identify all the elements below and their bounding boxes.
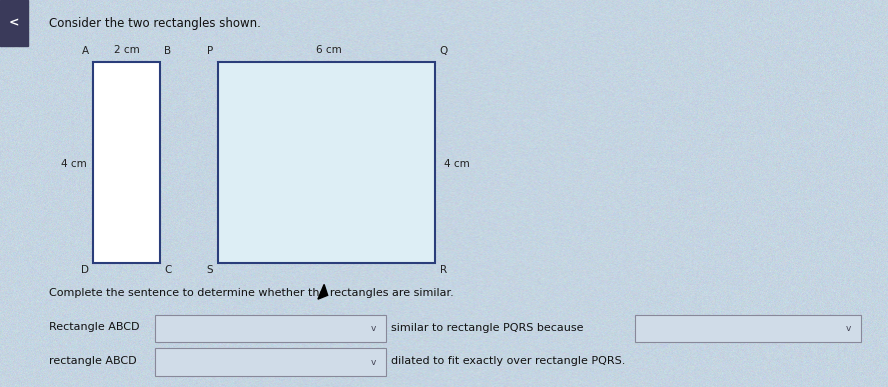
- Text: S: S: [207, 265, 213, 275]
- Text: dilated to fit exactly over rectangle PQRS.: dilated to fit exactly over rectangle PQ…: [391, 356, 625, 366]
- Text: Q: Q: [440, 46, 448, 56]
- Bar: [93, 62, 160, 263]
- Text: A: A: [82, 46, 89, 56]
- Text: v: v: [370, 324, 376, 333]
- Bar: [218, 62, 435, 263]
- Text: R: R: [440, 265, 447, 275]
- Polygon shape: [318, 284, 328, 299]
- Bar: [155, 315, 386, 342]
- Text: 2 cm: 2 cm: [115, 45, 139, 55]
- Text: B: B: [164, 46, 171, 56]
- Text: P: P: [207, 46, 213, 56]
- Text: Consider the two rectangles shown.: Consider the two rectangles shown.: [49, 17, 261, 31]
- Bar: [635, 315, 861, 342]
- Text: <: <: [9, 17, 20, 30]
- FancyBboxPatch shape: [0, 0, 28, 46]
- Text: C: C: [164, 265, 171, 275]
- Text: 4 cm: 4 cm: [61, 159, 87, 170]
- Text: Rectangle ABCD: Rectangle ABCD: [49, 322, 139, 332]
- Text: rectangle ABCD: rectangle ABCD: [49, 356, 137, 366]
- Text: D: D: [81, 265, 89, 275]
- Text: similar to rectangle PQRS because: similar to rectangle PQRS because: [391, 323, 583, 333]
- Text: v: v: [370, 358, 376, 367]
- Bar: [155, 348, 386, 376]
- Text: v: v: [845, 324, 851, 333]
- Text: Complete the sentence to determine whether the rectangles are similar.: Complete the sentence to determine wheth…: [49, 288, 454, 298]
- Text: 4 cm: 4 cm: [444, 159, 470, 170]
- Text: 6 cm: 6 cm: [316, 45, 341, 55]
